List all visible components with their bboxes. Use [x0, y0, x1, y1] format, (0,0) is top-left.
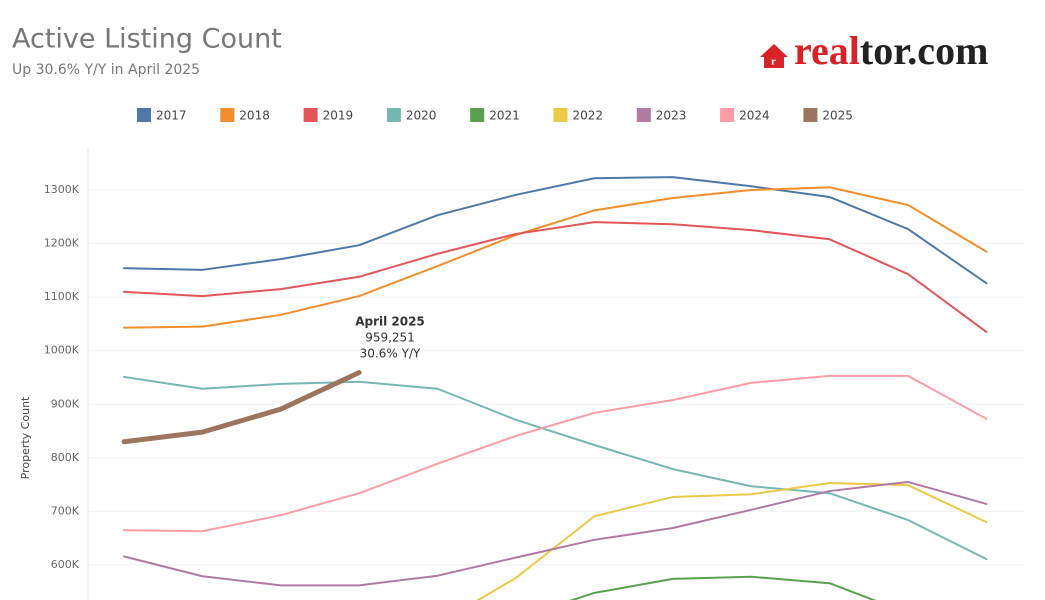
- legend-swatch: [303, 108, 318, 122]
- legend-label: 2024: [739, 109, 770, 123]
- legend-swatch: [720, 108, 735, 122]
- y-tick-label: 700K: [51, 504, 80, 517]
- legend-label: 2017: [156, 109, 187, 123]
- y-tick-label: 1300K: [44, 183, 80, 196]
- grid: 600K 700K 800K 900K 1000K 1100K 1200K 1300K: [44, 148, 1025, 600]
- series-line: [123, 186, 988, 329]
- legend-swatch: [636, 108, 651, 122]
- y-axis-label: Property Count: [19, 396, 32, 479]
- series-line: [123, 374, 988, 533]
- legend-swatch: [220, 108, 235, 122]
- legend-label: 2022: [573, 109, 604, 123]
- legend-label: 2021: [489, 109, 520, 123]
- legend-label: 2025: [822, 109, 853, 123]
- series-line: [569, 575, 877, 600]
- series-line: [123, 221, 988, 333]
- brand-logo: r realtor.com: [760, 28, 988, 73]
- y-tick-label: 600K: [51, 558, 80, 571]
- legend-swatch: [470, 108, 485, 122]
- legend-swatch: [386, 108, 401, 122]
- legend-label: 2023: [656, 109, 687, 123]
- legend: 2017 2018 2019 2020 2021 2022 2023 2024 2025: [137, 108, 853, 123]
- legend-label: 2018: [239, 109, 270, 123]
- legend-swatch: [137, 108, 151, 122]
- logo-house: [760, 44, 788, 68]
- legend-swatch: [553, 108, 568, 122]
- legend-label: 2019: [323, 109, 354, 123]
- logo-secondary: tor.com: [860, 28, 988, 73]
- logo-text: realtor.com: [794, 28, 988, 73]
- y-tick-label: 1200K: [44, 237, 80, 250]
- legend-swatch: [803, 108, 818, 122]
- annotation-line: 959,251: [365, 331, 415, 345]
- series-line: [476, 482, 988, 600]
- logo-house-mark: r: [771, 56, 776, 68]
- annotation-line: 30.6% Y/Y: [360, 347, 421, 361]
- plot: [121, 176, 988, 600]
- series-line: [123, 176, 988, 285]
- chart-title: Active Listing Count: [12, 24, 282, 55]
- series-line: [123, 375, 988, 561]
- y-tick-label: 1000K: [44, 344, 80, 357]
- chart-subtitle: Up 30.6% Y/Y in April 2025: [12, 62, 200, 78]
- legend-label: 2020: [406, 109, 437, 123]
- y-tick-label: 900K: [51, 397, 80, 410]
- annotation: April 2025 959,251 30.6% Y/Y: [355, 315, 425, 361]
- series-line: [121, 370, 362, 445]
- series-line: [123, 480, 988, 587]
- y-tick-label: 1100K: [44, 290, 80, 303]
- logo-primary: real: [794, 28, 860, 73]
- y-tick-label: 800K: [51, 451, 80, 464]
- annotation-line: April 2025: [355, 315, 425, 329]
